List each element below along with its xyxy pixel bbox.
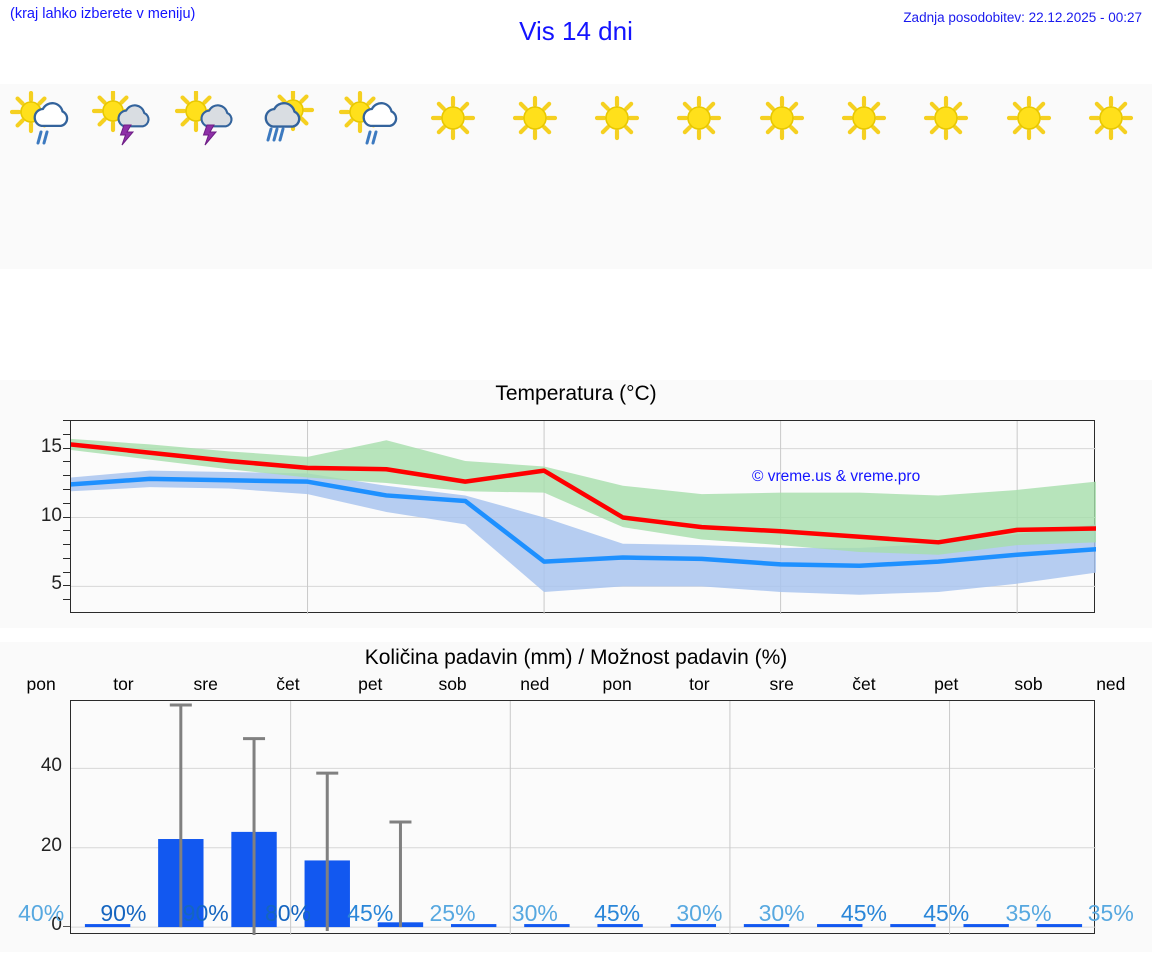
temperature-axis-tick [63,502,70,504]
precipitation-probability-value: 40% [18,900,65,926]
temperature-axis-tick [63,557,70,559]
temperature-axis-tick [63,475,70,477]
temperature-axis-tick [63,544,70,546]
day-column[interactable] [823,84,905,269]
precipitation-day-label: pet [358,674,383,694]
day-column[interactable] [329,84,411,269]
copyright-label: © vreme.us & vreme.pro [752,468,921,485]
precipitation-day-label: pon [26,674,56,694]
temperature-axis-tick [63,516,70,518]
precipitation-probability-value: 45% [594,900,641,926]
day-column[interactable] [741,84,823,269]
day-column[interactable] [165,84,247,269]
precipitation-y-tick-label: 0 [51,914,62,936]
precipitation-day-label: sre [193,674,218,694]
temperature-y-tick-label: 10 [40,504,62,526]
precipitation-day-label: tor [689,674,710,694]
precipitation-probability-value: 30% [676,900,723,926]
sun-icon [658,90,740,148]
sun-cloud-rain-icon [329,90,411,148]
daily-summary-strip [0,84,1152,269]
precipitation-day-label: sob [438,674,467,694]
temperature-y-tick-label: 5 [51,573,62,595]
precipitation-probability-value: 35% [1087,900,1134,926]
page-title: Vis 14 dni [519,16,633,46]
precipitation-probability-value: 35% [1005,900,1052,926]
day-column[interactable] [658,84,740,269]
precipitation-day-labels: pon tor sre čet pet sob ned pon tor sre čet pet sob n… [0,674,1152,696]
day-column[interactable] [576,84,658,269]
day-column[interactable] [411,84,493,269]
precipitation-probability-row: 40% 90% 90% 80% 45% 25% 30% 45% 30% 30% 45% 45% 35% 3… [0,900,1152,934]
precipitation-day-label: tor [113,674,134,694]
sun-cloud-thunder-icon [165,90,247,148]
temperature-axis-tick [63,447,70,449]
precipitation-probability-value: 25% [429,900,476,926]
sun-icon [494,90,576,148]
precipitation-chart-panel: Količina padavin (mm) / Možnost padavin … [0,642,1152,952]
temperature-axis-tick [63,420,70,421]
temperature-axis-tick [63,461,70,463]
precipitation-chart-title: Količina padavin (mm) / Možnost padavin … [364,646,788,669]
temperature-chart-title: Temperatura (°C) [495,382,657,405]
precipitation-probability-value: 90% [182,900,229,926]
precipitation-day-label: ned [1096,674,1126,694]
precipitation-probability-value: 45% [840,900,887,926]
temperature-axis-tick [63,433,70,435]
precipitation-day-label: sre [769,674,794,694]
day-column[interactable] [0,84,82,269]
precipitation-probability-value: 30% [758,900,805,926]
day-column[interactable] [82,84,164,269]
sun-icon [987,90,1069,148]
precipitation-day-label: pet [934,674,959,694]
day-column[interactable] [494,84,576,269]
temperature-axis-tick [63,585,70,587]
precipitation-probability-value: 30% [511,900,558,926]
temperature-axis-tick [63,488,70,490]
temperature-axis-tick [63,530,70,532]
precipitation-day-label: čet [276,674,300,694]
temperature-axis-tick [63,571,70,573]
temperature-axis-tick [63,599,70,601]
sun-cloud-rain-icon [0,90,82,148]
last-update-label: Zadnja posodobitev: 22.12.2025 - 00:27 [903,10,1142,25]
temperature-plot-area [70,420,1096,614]
sun-icon [411,90,493,148]
precipitation-probability-value: 45% [347,900,394,926]
location-menu-note[interactable]: (kraj lahko izberete v meniju) [10,6,196,22]
sun-cloud-thunder-icon [82,90,164,148]
day-column[interactable] [905,84,987,269]
precipitation-plot-area [70,700,1096,935]
sun-icon [741,90,823,148]
sun-icon [823,90,905,148]
precipitation-day-label: sob [1014,674,1043,694]
precipitation-probability-value: 45% [923,900,970,926]
cloud-rain-sun-icon [247,90,329,148]
sun-icon [1070,90,1152,148]
precipitation-probability-value: 80% [264,900,311,926]
page-header: (kraj lahko izberete v meniju) Vis 14 dn… [0,0,1152,62]
temperature-chart-panel: Temperatura (°C) 5 10 15 [0,380,1152,628]
precipitation-day-label: pon [602,674,632,694]
precipitation-y-tick-label: 40 [40,755,62,777]
precipitation-y-tick-label: 20 [40,834,62,856]
temperature-y-tick-label: 15 [40,435,62,457]
day-column[interactable] [1070,84,1152,269]
precipitation-probability-value: 90% [100,900,147,926]
day-column[interactable] [987,84,1069,269]
precipitation-day-label: čet [852,674,876,694]
day-column[interactable] [247,84,329,269]
sun-icon [576,90,658,148]
precipitation-axis-tick [63,926,70,928]
precipitation-day-label: ned [520,674,550,694]
sun-icon [905,90,987,148]
